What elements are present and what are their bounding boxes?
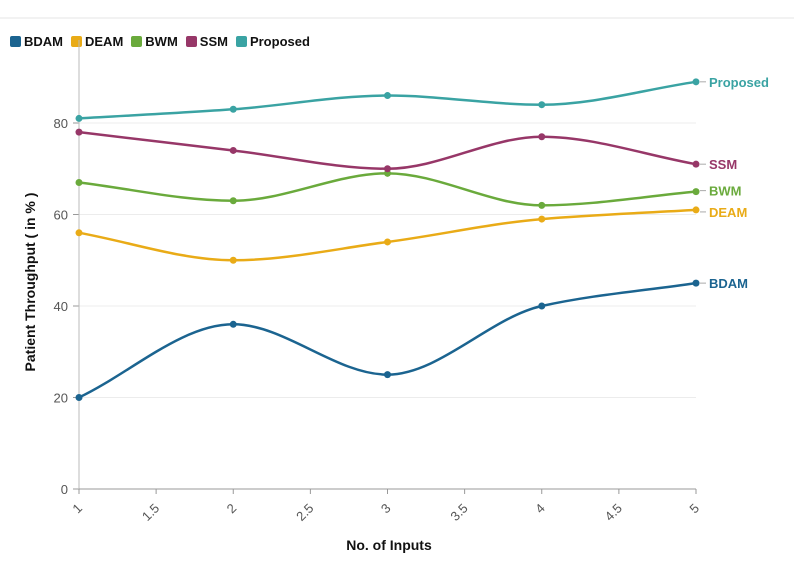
legend-swatch-ssm (185, 36, 197, 47)
series-line-bdam (78, 281, 697, 399)
legend-label-bdam: BDAM (24, 34, 63, 49)
data-point-bwm[interactable] (538, 201, 546, 209)
data-point-bdam[interactable] (384, 371, 391, 379)
data-point-ssm[interactable] (75, 128, 83, 136)
end-labels: BDAM DEAM BWM SSM Proposed (700, 75, 769, 291)
data-point-deam[interactable] (229, 256, 237, 264)
end-label-bwm: BWM (709, 184, 742, 199)
data-point-proposed[interactable] (692, 78, 700, 86)
legend: BDAM DEAM BWM SSM Proposed (10, 34, 310, 49)
y-tick-label: 40 (54, 299, 68, 314)
legend-item-bdam[interactable]: BDAM (10, 34, 63, 49)
series-layer (75, 78, 700, 401)
y-tick-label: 60 (54, 208, 68, 223)
data-point-bwm[interactable] (692, 188, 700, 196)
legend-swatch-bwm (131, 36, 143, 47)
x-tick-label: 1 (69, 501, 85, 517)
data-point-ssm[interactable] (538, 133, 546, 141)
y-tick-label: 0 (61, 482, 68, 497)
data-point-proposed[interactable] (229, 105, 237, 113)
x-tick-label: 1.5 (139, 501, 162, 524)
end-label-bdam: BDAM (709, 276, 748, 291)
legend-swatch-proposed (235, 36, 247, 47)
axes: 0 20 40 60 80 1 1.5 2 2.5 3 3.5 4 4.5 5 (54, 40, 702, 524)
data-point-bdam[interactable] (692, 279, 700, 287)
x-tick-label: 3.5 (447, 501, 470, 524)
legend-item-deam[interactable]: DEAM (71, 34, 123, 49)
x-tick-label: 4 (532, 501, 548, 517)
legend-item-bwm[interactable]: BWM (131, 34, 178, 49)
x-tick-label: 2.5 (293, 501, 316, 524)
x-tick-label: 5 (686, 501, 702, 517)
series-line-deam (78, 208, 697, 262)
data-point-ssm[interactable] (229, 146, 237, 154)
x-tick-label: 2 (224, 501, 240, 517)
series-line-proposed (78, 80, 697, 120)
legend-item-proposed[interactable]: Proposed (235, 34, 310, 49)
end-label-deam: DEAM (709, 205, 747, 220)
legend-label-proposed: Proposed (249, 34, 310, 49)
x-axis-title: No. of Inputs (346, 537, 432, 553)
data-point-proposed[interactable] (384, 92, 391, 100)
data-point-bwm[interactable] (75, 178, 83, 186)
end-label-ssm: SSM (709, 157, 737, 172)
legend-swatch-bdam (10, 36, 21, 47)
data-point-bdam[interactable] (538, 302, 546, 310)
data-point-bwm[interactable] (229, 197, 237, 205)
data-point-deam[interactable] (692, 206, 700, 214)
y-tick-label: 80 (54, 116, 68, 131)
data-point-proposed[interactable] (75, 114, 83, 122)
data-point-proposed[interactable] (538, 101, 546, 109)
data-point-bdam[interactable] (229, 320, 237, 328)
series-line-ssm (78, 130, 697, 170)
data-point-ssm[interactable] (384, 165, 391, 173)
data-point-ssm[interactable] (692, 160, 700, 168)
legend-label-bwm: BWM (145, 34, 178, 49)
legend-label-ssm: SSM (199, 34, 228, 49)
data-point-bdam[interactable] (75, 394, 83, 401)
legend-label-deam: DEAM (85, 34, 124, 49)
x-tick-label: 4.5 (602, 501, 625, 524)
data-point-deam[interactable] (384, 238, 391, 246)
series-line-bwm (78, 172, 697, 207)
y-axis-title: Patient Throughput ( in % ) (22, 193, 38, 372)
y-tick-label: 20 (54, 391, 68, 406)
legend-swatch-deam (71, 36, 82, 47)
legend-item-ssm[interactable]: SSM (185, 34, 228, 49)
grid-lines (79, 122, 696, 398)
end-label-proposed: Proposed (709, 75, 769, 90)
data-point-deam[interactable] (75, 229, 83, 237)
data-point-deam[interactable] (538, 215, 546, 223)
x-tick-label: 3 (378, 501, 394, 517)
